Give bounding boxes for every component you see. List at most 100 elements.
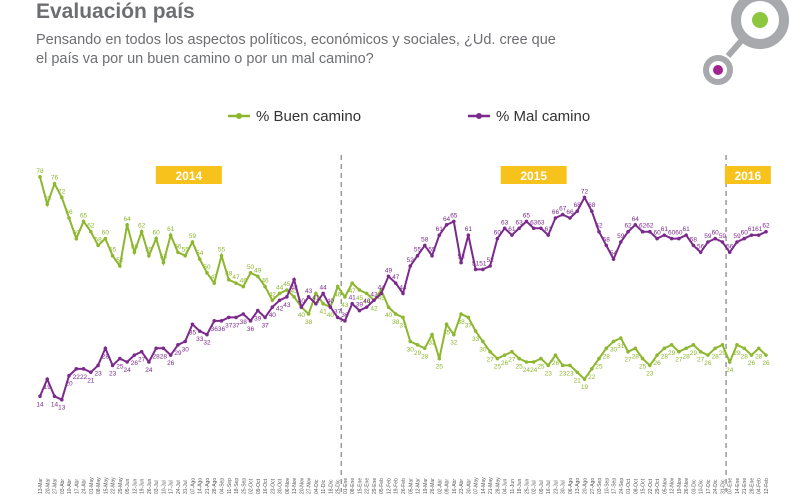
x-tick-label: 16-Abr — [452, 479, 458, 494]
data-point — [176, 343, 180, 347]
data-point — [212, 319, 217, 323]
data-point — [422, 243, 427, 248]
data-label: 32 — [450, 340, 458, 347]
data-point — [589, 367, 594, 371]
data-point — [720, 240, 725, 244]
data-point — [502, 226, 507, 231]
data-label: 33 — [196, 336, 204, 343]
x-tick-label: 25-Dic — [336, 479, 342, 494]
x-tick-label: 09-Abr — [445, 479, 451, 494]
data-label: 28 — [102, 353, 110, 360]
data-point — [364, 305, 369, 309]
data-point — [452, 332, 456, 337]
data-label: 42 — [269, 291, 277, 298]
data-label: 26 — [501, 360, 509, 367]
data-label: 38 — [457, 319, 465, 326]
data-point — [684, 233, 688, 237]
data-point — [89, 229, 93, 234]
series-line — [39, 176, 767, 381]
data-point — [517, 226, 521, 231]
x-tick-label: 09-Jul — [539, 480, 545, 494]
data-point — [277, 291, 282, 296]
x-tick-label: 12-Mar — [416, 478, 422, 494]
data-point — [81, 219, 86, 224]
x-tick-label: 27-Ago — [590, 478, 596, 494]
data-label: 21 — [574, 377, 582, 384]
x-tick-label: 24-Jul — [176, 480, 182, 494]
data-point — [662, 233, 667, 237]
data-point — [190, 322, 195, 327]
data-label: 25 — [494, 364, 502, 371]
data-label: 27 — [508, 357, 516, 364]
data-label: 68 — [588, 202, 596, 209]
data-point — [401, 291, 405, 296]
data-label: 60 — [153, 230, 161, 237]
data-point — [38, 394, 42, 399]
data-point — [430, 253, 434, 258]
data-label: 39 — [356, 302, 364, 309]
data-label: 55 — [182, 247, 190, 254]
data-label: 42 — [370, 305, 378, 312]
data-point — [45, 377, 50, 381]
data-label: 42 — [370, 291, 378, 298]
data-point — [212, 281, 217, 285]
data-label: 56 — [174, 243, 182, 250]
data-label: 37 — [261, 322, 269, 329]
data-label: 40 — [269, 312, 277, 319]
data-point — [589, 209, 594, 213]
data-point — [343, 319, 347, 323]
x-tick-label: 12-Feb — [764, 478, 770, 494]
x-tick-label: 18-Dic — [328, 479, 334, 494]
data-point — [255, 274, 260, 279]
legend-label: % Buen camino — [256, 108, 361, 125]
x-tick-label: 15-Ene — [357, 478, 363, 494]
year-label: 2014 — [175, 169, 202, 183]
data-label: 62 — [639, 223, 647, 230]
data-label: 22 — [73, 374, 81, 381]
data-point — [713, 236, 717, 241]
data-point — [466, 233, 471, 237]
data-label: 61 — [748, 226, 756, 233]
data-point — [270, 305, 275, 309]
data-label: 23 — [109, 370, 117, 377]
data-point — [437, 356, 442, 361]
data-label: 28 — [160, 353, 168, 360]
data-point — [727, 360, 732, 364]
data-point — [735, 343, 739, 347]
data-point — [713, 346, 717, 351]
data-point — [648, 229, 652, 234]
x-tick-label: 20-Ago — [583, 478, 589, 494]
data-point — [560, 212, 565, 217]
data-point — [205, 332, 209, 337]
data-label: 59 — [189, 233, 197, 240]
data-label: 55 — [414, 247, 422, 254]
data-point — [226, 315, 231, 320]
data-label: 24 — [530, 367, 538, 374]
data-label: 51 — [472, 260, 480, 267]
data-label: 60 — [668, 230, 676, 237]
data-point — [103, 236, 108, 241]
data-label: 27 — [487, 357, 495, 364]
year-box — [500, 166, 567, 184]
data-point — [241, 284, 246, 289]
data-point — [539, 356, 543, 361]
data-point — [125, 223, 129, 227]
data-point — [611, 257, 616, 261]
data-label: 65 — [523, 212, 531, 219]
data-point — [459, 260, 463, 265]
data-label: 26 — [131, 360, 139, 367]
year-box — [155, 166, 222, 184]
data-point — [350, 301, 354, 306]
data-point — [277, 298, 282, 303]
data-label: 55 — [145, 247, 153, 254]
x-tick-label: 15-May — [103, 477, 109, 494]
data-point — [691, 343, 696, 347]
data-label: 26 — [552, 360, 560, 367]
x-tick-label: 23-Oct — [270, 478, 276, 494]
data-point — [727, 250, 732, 255]
legend-marker — [476, 113, 482, 119]
x-tick-label: 12-Jun — [132, 478, 138, 494]
x-tick-label: 05-Feb — [379, 478, 385, 494]
x-tick-label: 23-Jul — [553, 480, 559, 494]
data-point — [190, 240, 195, 244]
